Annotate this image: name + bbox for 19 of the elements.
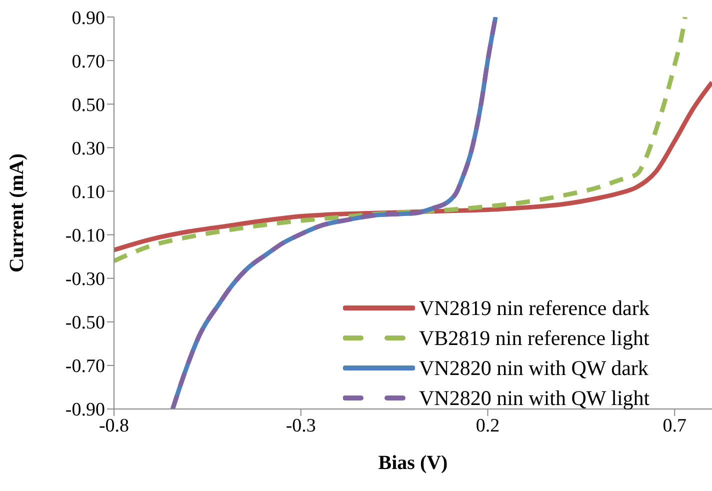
- legend-label: VN2820 nin with QW dark: [419, 355, 648, 382]
- x-tick-label: -0.3: [286, 415, 316, 436]
- y-tick-label: 0.50: [72, 94, 105, 116]
- y-tick-label: -0.10: [65, 226, 105, 247]
- legend-label: VB2819 nin reference light: [419, 325, 650, 352]
- y-tick-label: 0.10: [72, 182, 105, 203]
- line-series: [114, 17, 688, 264]
- x-tick-label: 0.7: [662, 415, 686, 436]
- x-axis-title: Bias (V): [378, 452, 448, 474]
- y-tick-label: 0.30: [72, 138, 105, 160]
- y-tick-label: -0.30: [65, 269, 105, 290]
- legend-label: VN2820 nin with QW light: [419, 385, 650, 412]
- y-axis-title: Current (mA): [6, 153, 28, 273]
- legend-label: VN2819 nin reference dark: [419, 295, 650, 322]
- y-tick-label: 0.90: [72, 8, 105, 29]
- y-tick-label: -0.70: [65, 356, 105, 378]
- y-tick-label: -0.50: [65, 312, 105, 334]
- x-tick-label: 0.2: [476, 415, 500, 436]
- y-tick-label: 0.70: [72, 51, 105, 72]
